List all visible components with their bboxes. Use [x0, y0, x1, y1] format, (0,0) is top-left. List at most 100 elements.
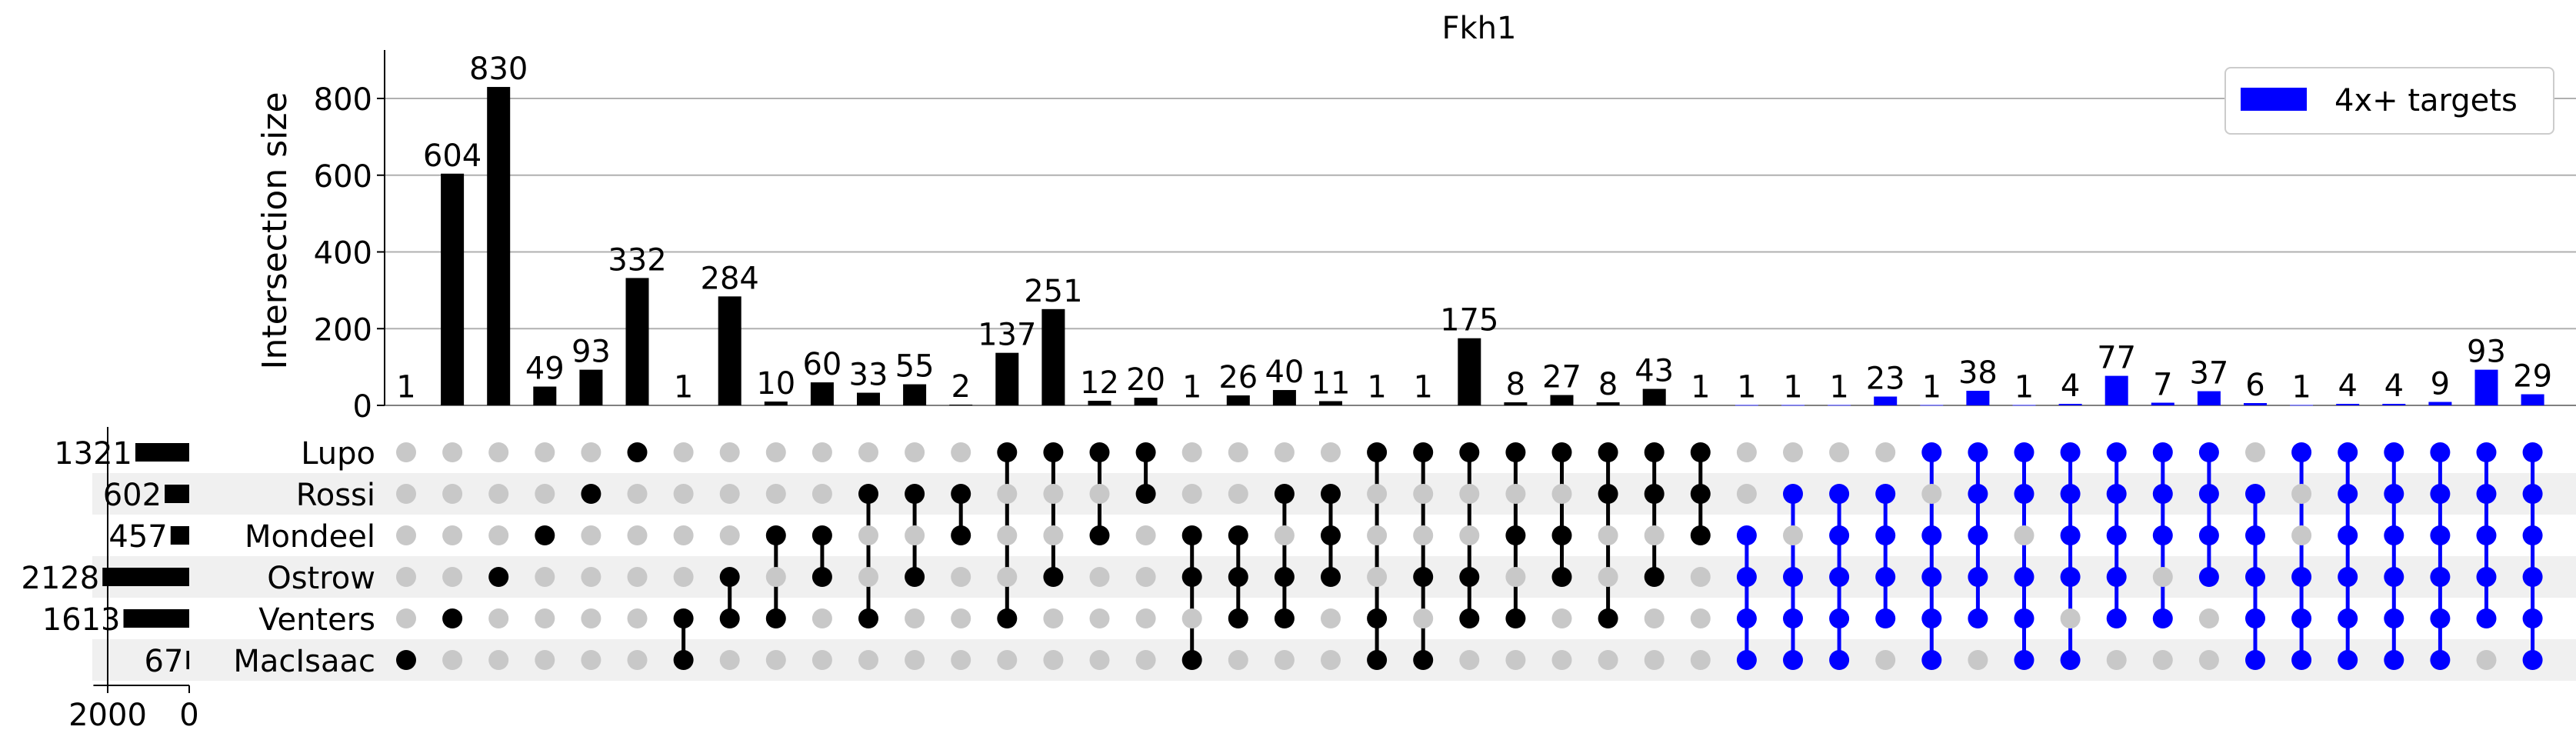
- membership-dot-active: [905, 567, 925, 587]
- membership-dot-active: [1274, 484, 1295, 504]
- membership-dot-active: [1783, 650, 1803, 670]
- membership-dot-active: [2384, 484, 2404, 504]
- membership-dot-active: [1274, 567, 1295, 587]
- membership-dot-inactive: [1413, 525, 1434, 545]
- set-label: Ostrow: [267, 561, 375, 596]
- set-label: Mondeel: [245, 519, 375, 555]
- membership-dot-active: [1598, 484, 1618, 504]
- membership-dot-active: [1413, 650, 1434, 670]
- membership-dot-active: [1181, 525, 1202, 545]
- membership-dot-inactive: [1367, 484, 1388, 504]
- bar-value-label: 1: [1182, 370, 1201, 405]
- membership-dot-inactive: [1505, 484, 1526, 504]
- membership-dot-active: [2198, 442, 2219, 462]
- membership-dot-inactive: [442, 650, 463, 670]
- membership-dot-active: [2014, 650, 2034, 670]
- membership-dot-inactive: [1598, 650, 1618, 670]
- membership-dot-inactive: [396, 442, 416, 462]
- bar-value-label: 77: [2097, 341, 2136, 376]
- membership-dot-active: [673, 608, 694, 628]
- membership-dot-active: [2522, 484, 2543, 504]
- bar-value-label: 1: [1367, 370, 1386, 405]
- membership-dot-active: [535, 525, 555, 545]
- membership-dot-inactive: [442, 525, 463, 545]
- membership-dot-active: [1321, 567, 1341, 587]
- set-size-bar: [102, 568, 189, 586]
- membership-dot-inactive: [719, 525, 740, 545]
- set-size-panel: Lupo 1321 Rossi 602 Mondeel 457 Ostrow 2128 Vent…: [21, 427, 375, 733]
- intersection-bar: [1920, 405, 1944, 406]
- membership-dot-active: [811, 525, 832, 545]
- bar-value-label: 12: [1080, 365, 1119, 401]
- membership-dot-inactive: [2152, 650, 2173, 670]
- membership-dot-inactive: [673, 525, 694, 545]
- membership-dot-active: [2152, 608, 2173, 628]
- intersection-bar: [1735, 405, 1758, 406]
- membership-dot-active: [1043, 442, 1064, 462]
- intersection-bar: [1226, 395, 1250, 405]
- membership-dot-inactive: [2152, 567, 2173, 587]
- membership-dot-inactive: [673, 484, 694, 504]
- membership-dot-active: [2522, 650, 2543, 670]
- membership-dot-inactive: [442, 567, 463, 587]
- membership-dot-active: [2338, 567, 2358, 587]
- bar-value-label: 20: [1126, 362, 1165, 398]
- membership-dot-active: [1228, 567, 1248, 587]
- legend-label: 4x+ targets: [2334, 83, 2518, 118]
- intersection-bar: [1504, 402, 1528, 405]
- membership-dot-active: [2014, 442, 2034, 462]
- membership-dot-active: [2245, 525, 2265, 545]
- membership-dot-active: [1690, 525, 1711, 545]
- bar-value-label: 40: [1265, 355, 1304, 390]
- membership-dot-active: [1736, 525, 1757, 545]
- membership-dot-active: [811, 567, 832, 587]
- membership-dot-active: [1181, 567, 1202, 587]
- intersection-bar: [995, 352, 1019, 405]
- membership-dot-inactive: [997, 567, 1018, 587]
- membership-dot-active: [1413, 442, 1434, 462]
- membership-dot-inactive: [627, 525, 648, 545]
- membership-dot-active: [1089, 442, 1110, 462]
- intersection-bar: [1319, 401, 1342, 405]
- set-size-label: 602: [103, 478, 162, 513]
- intersection-bar: [2244, 403, 2267, 405]
- membership-dot-active: [1829, 525, 1850, 545]
- membership-dot-inactive: [1274, 650, 1295, 670]
- membership-dot-inactive: [858, 650, 878, 670]
- membership-dot-active: [1921, 442, 1942, 462]
- set-label: Rossi: [296, 478, 375, 513]
- membership-dot-active: [1551, 567, 1572, 587]
- membership-dot-active: [1968, 608, 1988, 628]
- membership-dot-inactive: [1551, 608, 1572, 628]
- membership-dot-active: [2060, 484, 2081, 504]
- membership-dot-active: [2476, 567, 2497, 587]
- y-tick-label: 600: [314, 159, 372, 195]
- intersection-bar: [1828, 405, 1851, 406]
- membership-dot-active: [2198, 525, 2219, 545]
- membership-dot-active: [2152, 442, 2173, 462]
- membership-dot-active: [581, 484, 602, 504]
- membership-dot-inactive: [488, 442, 509, 462]
- bar-value-label: 60: [802, 347, 841, 382]
- membership-dot-active: [2522, 525, 2543, 545]
- membership-dot-inactive: [1043, 484, 1064, 504]
- membership-dot-active: [1968, 525, 1988, 545]
- membership-dot-inactive: [2060, 608, 2081, 628]
- membership-dot-active: [1829, 608, 1850, 628]
- membership-dot-active: [2476, 608, 2497, 628]
- membership-dot-active: [2338, 608, 2358, 628]
- membership-dot-inactive: [811, 608, 832, 628]
- y-tick-label: 200: [314, 312, 372, 348]
- membership-dot-inactive: [488, 608, 509, 628]
- membership-dot-active: [1598, 608, 1618, 628]
- intersection-bar: [2521, 394, 2544, 405]
- intersection-bar: [1642, 388, 1666, 405]
- membership-dot-active: [442, 608, 463, 628]
- intersection-bar: [1272, 390, 1296, 405]
- membership-dot-active: [1690, 442, 1711, 462]
- bar-value-label: 1: [1691, 370, 1710, 405]
- membership-dot-inactive: [442, 442, 463, 462]
- membership-dot-inactive: [1968, 650, 1988, 670]
- membership-dot-active: [2198, 484, 2219, 504]
